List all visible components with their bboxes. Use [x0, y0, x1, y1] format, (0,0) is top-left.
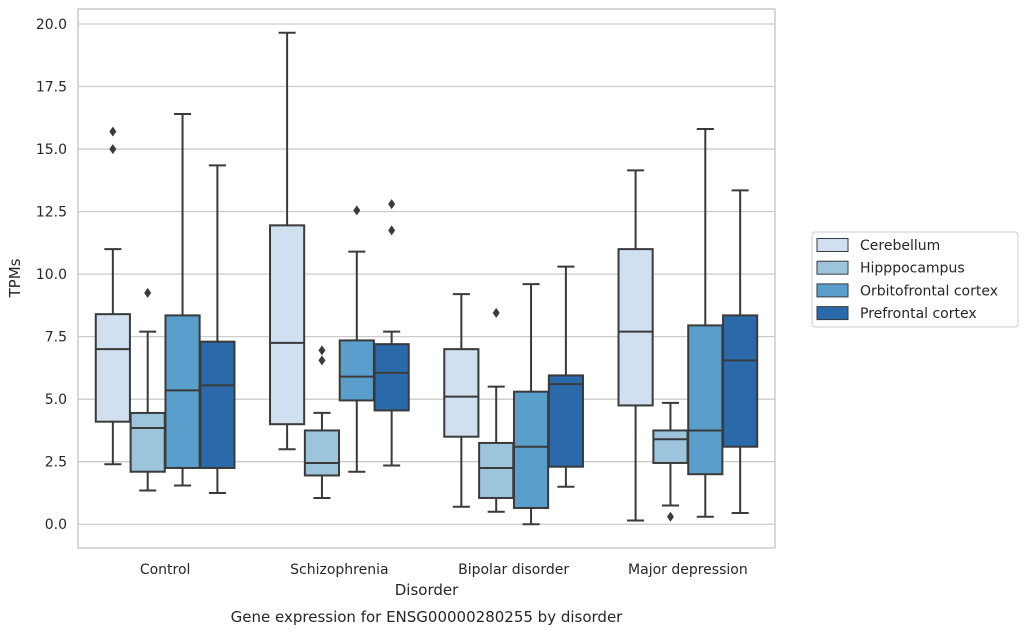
- box-0-1: [269, 31, 306, 451]
- x-tick-label: Bipolar disorder: [458, 562, 569, 578]
- box-1-2: [478, 307, 515, 513]
- outlier-point: [492, 307, 500, 318]
- box-0-0: [94, 126, 131, 466]
- iqr-box: [303, 429, 341, 477]
- iqr-box: [129, 411, 166, 473]
- iqr-box: [547, 374, 584, 468]
- y-axis-label: TPMs: [6, 258, 24, 298]
- iqr-box: [722, 314, 759, 448]
- y-tick-label: 2.5: [45, 455, 67, 471]
- x-axis-label: Disorder: [395, 581, 459, 599]
- y-tick-label: 12.5: [36, 205, 67, 221]
- box-0-3: [617, 169, 654, 522]
- iqr-box: [199, 340, 236, 469]
- box-3-2: [547, 265, 584, 488]
- y-tick-label: 20.0: [36, 17, 67, 33]
- x-tick-label: Control: [140, 562, 191, 578]
- outlier-point: [109, 126, 117, 137]
- box-3-3: [722, 189, 759, 514]
- box-3-1: [373, 199, 410, 467]
- iqr-box: [478, 441, 515, 499]
- iqr-box: [373, 343, 410, 412]
- iqr-box: [269, 224, 306, 426]
- x-tick-label: Major depression: [628, 562, 748, 578]
- iqr-box: [338, 339, 375, 402]
- box-1-1: [303, 345, 341, 499]
- outlier-point: [388, 199, 396, 210]
- legend-swatch: [816, 260, 849, 275]
- box-2-0: [164, 113, 201, 487]
- box-3-0: [199, 164, 236, 494]
- iqr-box: [443, 348, 480, 438]
- outlier-point: [144, 287, 152, 298]
- iqr-box: [512, 390, 550, 509]
- outlier-point: [318, 345, 326, 356]
- y-tick-label: 15.0: [36, 142, 67, 158]
- outlier-point: [353, 205, 361, 216]
- outlier-point: [666, 511, 674, 522]
- legend-swatch: [816, 283, 849, 298]
- iqr-box: [687, 324, 724, 476]
- boxes: [94, 31, 759, 526]
- plot-frame: [77, 8, 776, 549]
- iqr-box: [652, 429, 689, 464]
- legend: Cerebellum Hipppocampus Orbitofrontal cort…: [811, 231, 1019, 328]
- box-0-2: [443, 293, 480, 508]
- outlier-point: [109, 144, 117, 155]
- iqr-box: [617, 248, 654, 407]
- box-2-3: [687, 128, 724, 518]
- iqr-box: [164, 314, 201, 469]
- y-tick-labels: 0.0 2.5 5.0 7.5 10.0 12.5 15.0 17.5 20.0: [36, 17, 67, 533]
- box-1-3: [652, 401, 689, 522]
- outlier-point: [388, 225, 396, 236]
- x-tick-labels: Control Schizophrenia Bipolar disorder Majo…: [140, 562, 748, 578]
- legend-label: Cerebellum: [860, 238, 940, 254]
- y-tick-label: 5.0: [45, 392, 67, 408]
- box-2-1: [338, 205, 375, 473]
- y-tick-label: 10.0: [36, 267, 67, 283]
- y-tick-label: 17.5: [36, 80, 67, 96]
- box-2-2: [512, 283, 550, 526]
- box-1-0: [129, 287, 166, 492]
- y-tick-label: 7.5: [45, 330, 67, 346]
- iqr-box: [94, 313, 131, 423]
- legend-label: Orbitofrontal cortex: [860, 283, 998, 299]
- legend-frame: [811, 231, 1019, 328]
- legend-swatch: [816, 306, 849, 321]
- legend-label: Hipppocampus: [860, 261, 965, 277]
- outlier-point: [318, 355, 326, 366]
- y-tick-label: 0.0: [45, 517, 67, 533]
- x-tick-label: Schizophrenia: [290, 562, 388, 578]
- legend-label: Prefrontal cortex: [860, 306, 977, 322]
- chart-caption: Gene expression for ENSG00000280255 by d…: [231, 608, 624, 626]
- legend-swatch: [816, 238, 849, 252]
